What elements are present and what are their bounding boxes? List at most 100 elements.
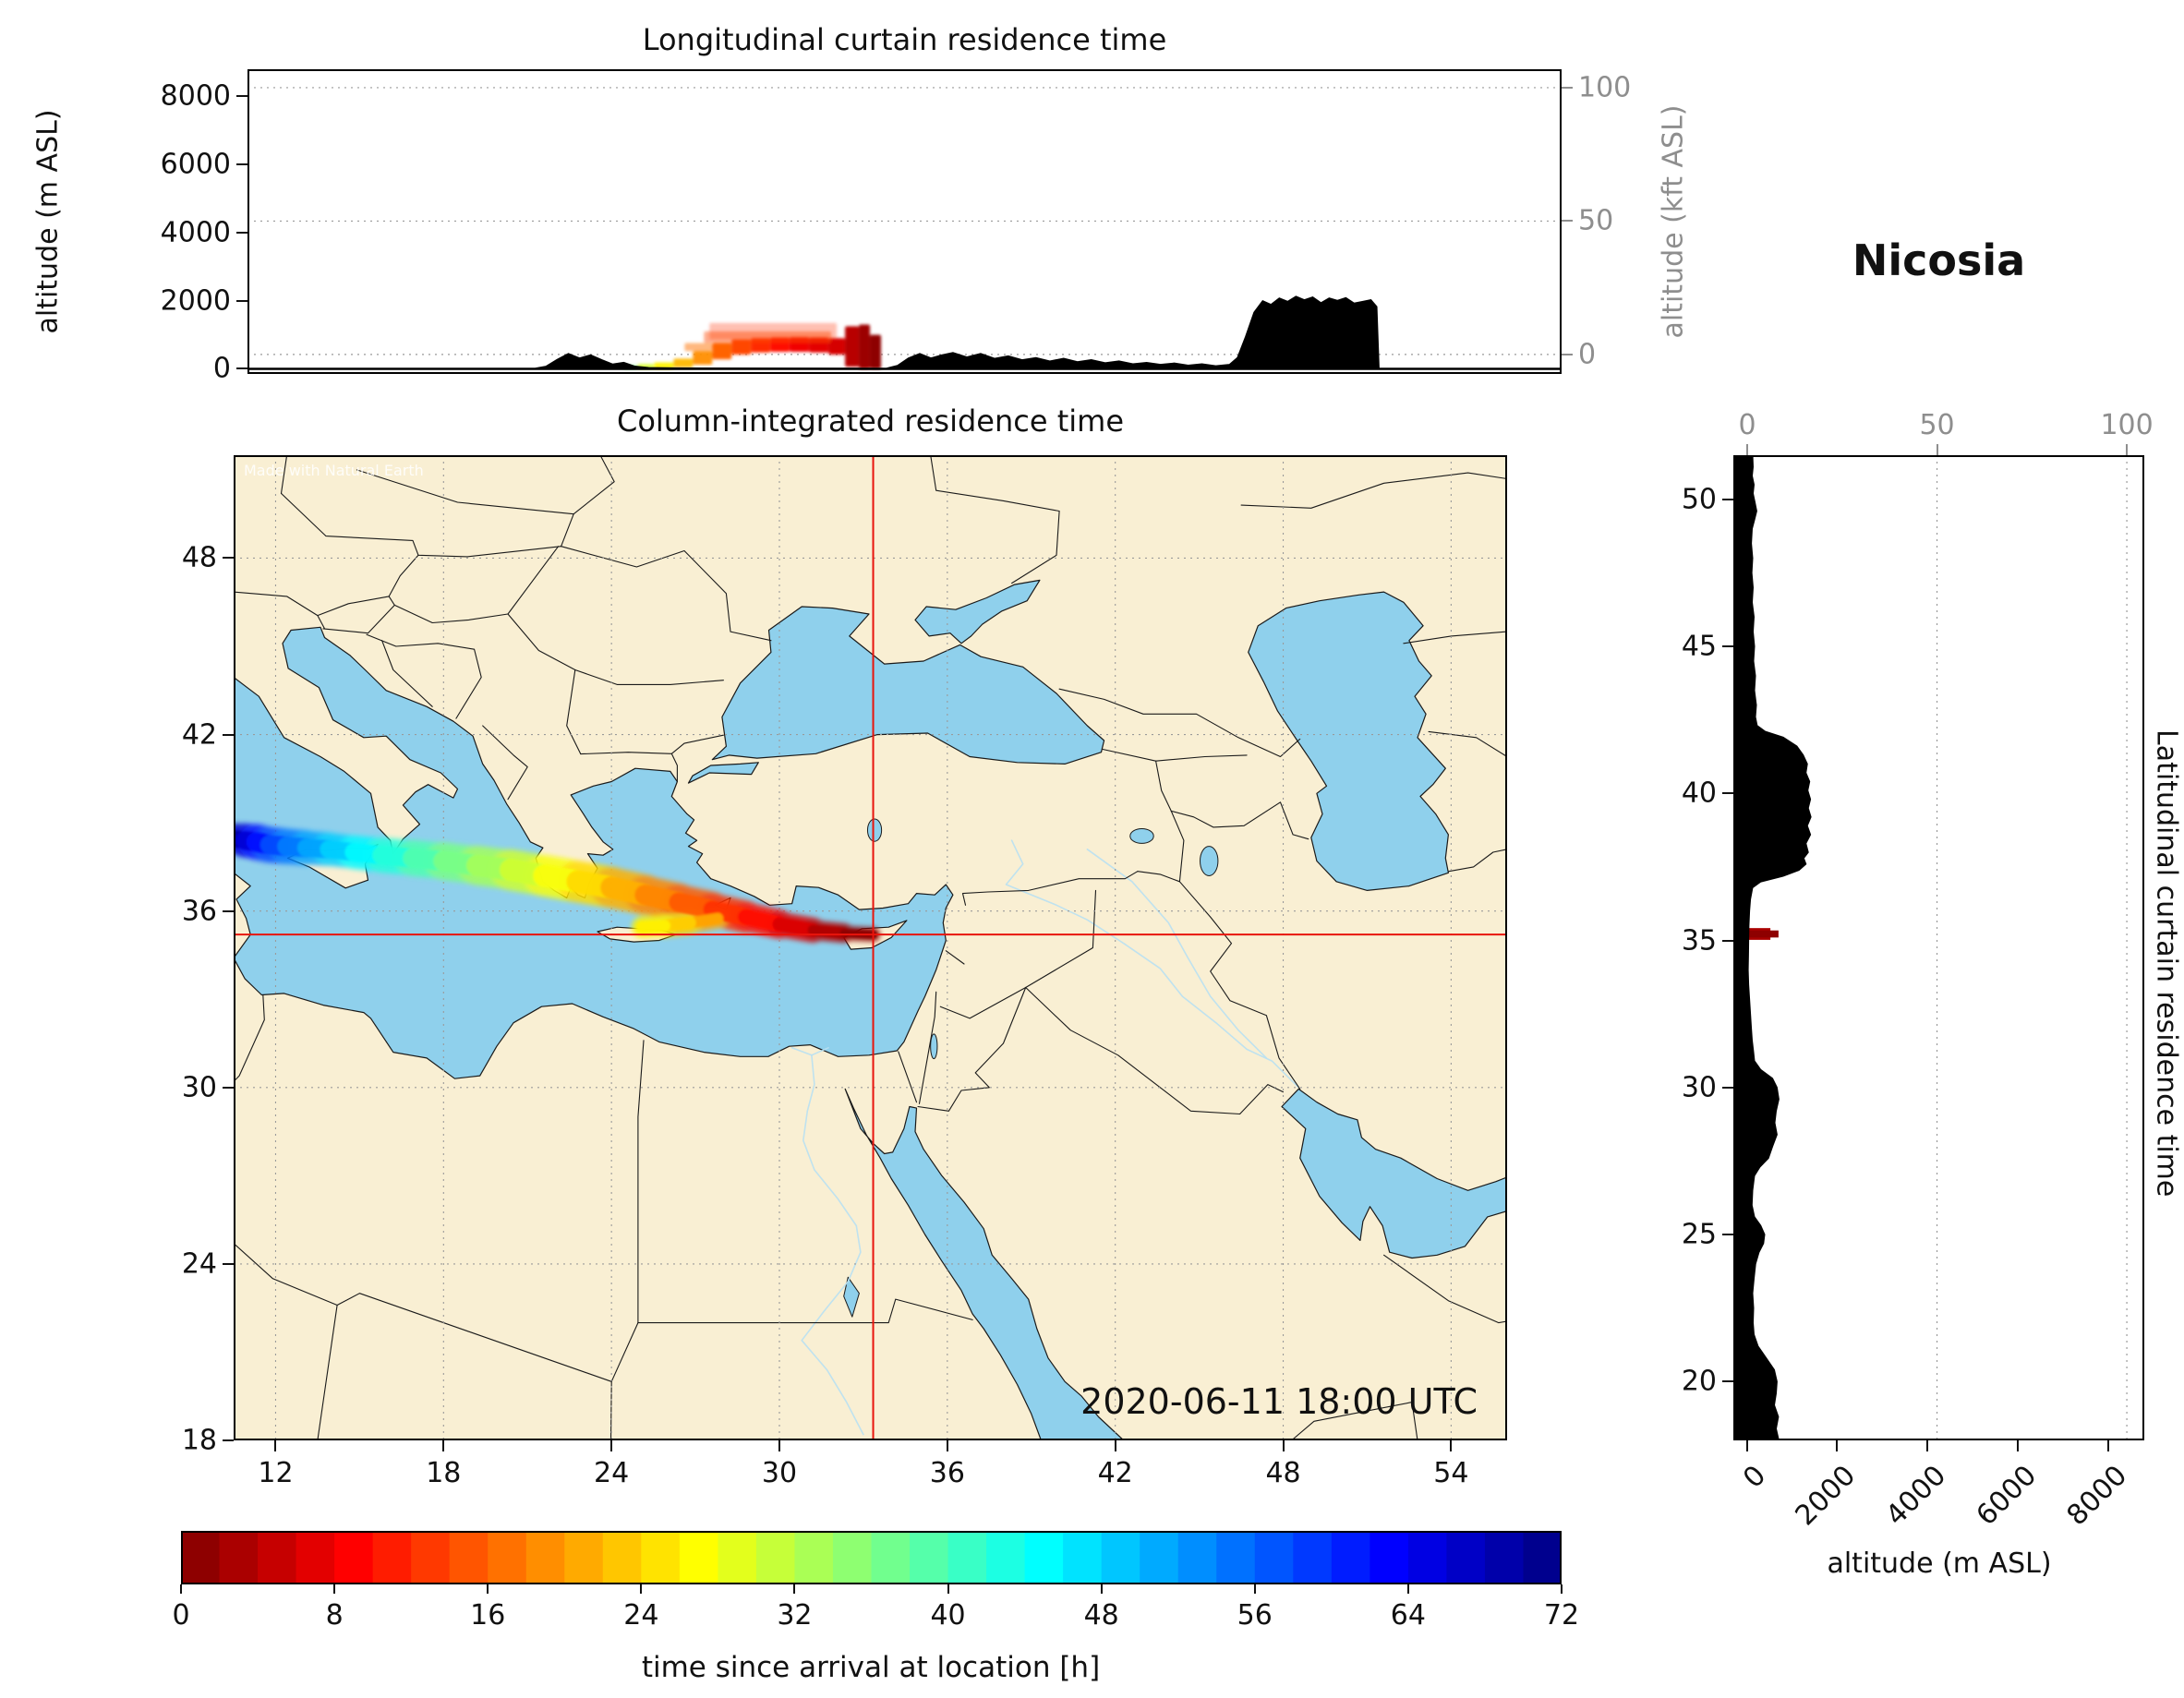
tick-label: 6000 [160,148,231,181]
tick-label: 8000 [160,79,231,113]
tick-mark [1722,939,1733,942]
tick-label: 36 [929,1457,965,1489]
tick-mark [1746,444,1748,455]
tick-mark [236,231,247,234]
tick-label: 25 [1681,1218,1717,1251]
tick-mark [274,1440,277,1451]
tick-mark [223,1439,234,1441]
tick-label: 100 [2100,409,2154,441]
latitudinal-curtain-title: Latitudinal curtain residence time [2150,729,2183,1198]
tick-mark [1100,1584,1103,1594]
altitude-kft-axis-label: altitude (kft ASL) [1657,104,1690,339]
tick-mark [2126,444,2129,455]
tick-mark [1722,1234,1733,1236]
altitude-m-axis-label: altitude (m ASL) [31,109,65,334]
tick-mark [236,367,247,370]
tick-mark [1722,645,1733,648]
tick-label: 50 [1681,483,1717,516]
tick-label: 18 [426,1457,462,1489]
tick-mark [1406,1584,1409,1594]
tick-label: 100 [1578,71,1632,104]
latitudinal-curtain-plot [1733,455,2144,1440]
tick-label: 18 [181,1424,217,1457]
map-title: Column-integrated residence time [616,403,1125,439]
tick-mark [236,299,247,302]
tick-mark [1561,1584,1563,1594]
tick-mark [610,1440,613,1451]
tick-label: 0 [1738,409,1756,441]
tick-label: 30 [1681,1071,1717,1104]
tick-label: 8000 [2060,1459,2134,1533]
tick-label: 24 [594,1457,630,1489]
tick-label: 72 [1543,1599,1580,1632]
tick-mark [1282,1440,1285,1451]
tick-label: 30 [761,1457,798,1489]
tick-label: 48 [1083,1599,1119,1632]
column-integrated-map [234,455,1507,1440]
tick-mark [180,1584,182,1594]
tick-mark [1722,1380,1733,1383]
tick-label: 0 [1578,338,1597,371]
timestamp: 2020-06-11 18:00 UTC [1080,1381,1478,1422]
tick-label: 30 [181,1071,217,1104]
tick-label: 12 [258,1457,294,1489]
tick-mark [223,1262,234,1265]
tick-label: 64 [1390,1599,1426,1632]
tick-mark [947,1584,949,1594]
tick-mark [223,557,234,560]
tick-mark [487,1584,489,1594]
tick-mark [640,1584,643,1594]
tick-mark [236,163,247,166]
tick-mark [236,95,247,98]
tick-mark [1722,792,1733,795]
station-name: Nicosia [1852,235,2026,285]
tick-mark [946,1440,948,1451]
tick-label: 50 [1919,409,1955,441]
tick-label: 56 [1237,1599,1273,1632]
tick-mark [1836,1440,1839,1451]
tick-mark [793,1584,796,1594]
tick-mark [1450,1440,1453,1451]
tick-mark [2017,1440,2020,1451]
tick-label: 4000 [1879,1459,1953,1533]
tick-label: 20 [1681,1365,1717,1398]
longitudinal-curtain-plot [247,69,1562,374]
tick-mark [1562,86,1573,89]
tick-label: 0 [1736,1459,1772,1495]
tick-label: 40 [1681,777,1717,810]
tick-mark [1722,1086,1733,1089]
tick-label: 32 [777,1599,813,1632]
tick-mark [223,733,234,736]
tick-label: 4000 [160,216,231,249]
latitudinal-curtain-panel [1733,455,2144,1440]
tick-mark [778,1440,780,1451]
colorbar-panel [181,1531,1562,1584]
tick-mark [1114,1440,1116,1451]
tick-mark [1562,220,1573,223]
tick-label: 36 [181,894,217,927]
tick-mark [223,909,234,912]
colorbar [181,1531,1562,1584]
altitude-m-axis-label-lat: altitude (m ASL) [1827,1547,2052,1580]
tick-mark [1722,498,1733,500]
tick-mark [1926,1440,1929,1451]
tick-label: 48 [181,541,217,574]
tick-label: 0 [172,1599,190,1632]
tick-mark [223,1086,234,1089]
tick-mark [1253,1584,1256,1594]
tick-label: 0 [212,352,231,385]
tick-mark [333,1584,336,1594]
tick-mark [442,1440,445,1451]
tick-label: 48 [1265,1457,1301,1489]
tick-label: 40 [930,1599,966,1632]
tick-mark [2106,1440,2109,1451]
tick-label: 42 [181,717,217,751]
colorbar-label: time since arrival at location [h] [641,1651,1101,1684]
tick-label: 16 [470,1599,506,1632]
map-panel [234,455,1507,1440]
longitudinal-curtain-title: Longitudinal curtain residence time [642,22,1167,57]
tick-mark [1745,1440,1748,1451]
tick-label: 45 [1681,630,1717,663]
tick-label: 42 [1097,1457,1133,1489]
